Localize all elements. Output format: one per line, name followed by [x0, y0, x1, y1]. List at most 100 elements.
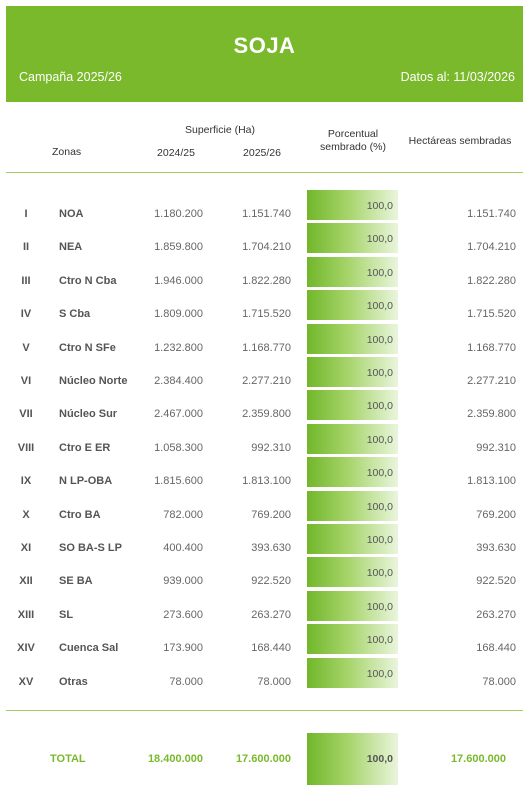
zone-number: XI: [20, 542, 32, 554]
percent-value: 100,0: [366, 634, 393, 647]
surface-2024-25: 1.946.000: [154, 274, 203, 287]
percent-cell: 100,0: [307, 390, 398, 421]
zone-number: V: [22, 341, 30, 354]
surface-2024-25: 1.815.600: [154, 475, 203, 488]
page-title: SOJA: [233, 33, 296, 58]
zone-name: SL: [59, 608, 74, 621]
table-row: XII SE BA 939.000 922.520 100,0 922.520: [0, 557, 530, 590]
percent-value: 100,0: [366, 433, 393, 446]
surface-2025-26: 1.822.280: [242, 274, 291, 287]
col-year1-header: 2024/25: [157, 147, 195, 159]
zone-name: Núcleo Norte: [59, 375, 128, 387]
zone-number: XIV: [17, 642, 35, 655]
zone-name: Ctro N SFe: [59, 341, 116, 354]
surface-2025-26: 1.813.100: [242, 475, 291, 488]
percent-cell: 100,0: [307, 223, 398, 254]
zone-name: Ctro E ER: [59, 441, 111, 454]
campaign-label: Campaña 2025/26: [19, 70, 122, 84]
hectares-sown: 769.200: [476, 508, 516, 521]
hectares-sown: 393.630: [476, 542, 516, 554]
zone-name: NOA: [59, 208, 84, 220]
table-row: I NOA 1.180.200 1.151.740 100,0 1.151.740: [0, 190, 530, 223]
zone-number: III: [21, 274, 31, 287]
total-2025-26: 17.600.000: [235, 753, 291, 765]
surface-2024-25: 273.600: [163, 608, 203, 621]
surface-2025-26: 992.310: [251, 441, 291, 454]
table-row: III Ctro N Cba 1.946.000 1.822.280 100,0 1.82…: [0, 256, 530, 290]
percent-cell: 100,0: [307, 657, 398, 688]
surface-2025-26: 2.359.800: [242, 408, 291, 421]
percent-cell: 100,0: [307, 590, 398, 621]
zone-name: Ctro BA: [59, 508, 101, 521]
hectares-sown: 1.151.740: [467, 208, 516, 220]
surface-2025-26: 1.168.770: [242, 341, 291, 354]
surface-2024-25: 1.058.300: [154, 441, 203, 454]
zone-number: IV: [20, 308, 32, 321]
total-percent-cell: 100,0: [307, 733, 398, 785]
col-percent-header-line2: sembrado (%): [320, 141, 386, 153]
percent-cell: 100,0: [307, 323, 398, 354]
surface-2024-25: 939.000: [163, 575, 203, 588]
surface-2025-26: 78.000: [257, 675, 291, 688]
surface-2024-25: 2.384.400: [154, 375, 203, 387]
percent-value: 100,0: [366, 667, 393, 680]
zone-number: XII: [19, 575, 33, 588]
surface-2024-25: 400.400: [163, 542, 203, 554]
percent-value: 100,0: [366, 600, 393, 613]
total-row: TOTAL 18.400.000 17.600.000 100,0 17.600…: [0, 733, 530, 785]
table-row: XV Otras 78.000 78.000 100,0 78.000: [0, 657, 530, 691]
zone-name: Otras: [59, 675, 88, 688]
zone-name: Ctro N Cba: [59, 274, 117, 287]
zone-number: IX: [20, 475, 32, 488]
zone-number: XV: [18, 675, 34, 688]
col-hectares-header: Hectáreas sembradas: [408, 135, 512, 147]
hectares-sown: 78.000: [482, 675, 516, 688]
surface-2024-25: 1.232.800: [154, 341, 203, 354]
percent-value: 100,0: [366, 400, 393, 413]
zone-number: VI: [20, 375, 32, 387]
percent-cell: 100,0: [307, 557, 398, 588]
percent-value: 100,0: [366, 333, 393, 346]
percent-cell: 100,0: [307, 256, 398, 287]
zone-name: SO BA-S LP: [59, 542, 122, 554]
surface-2024-25: 1.809.000: [154, 308, 203, 321]
percent-value: 100,0: [366, 367, 393, 379]
percent-value: 100,0: [366, 300, 393, 313]
surface-2025-26: 263.270: [251, 608, 291, 621]
table-row: XI SO BA-S LP 400.400 393.630 100,0 393.630: [0, 524, 530, 557]
percent-value: 100,0: [366, 233, 393, 246]
zone-number: II: [22, 241, 30, 254]
percent-cell: 100,0: [307, 524, 398, 554]
total-label: TOTAL: [50, 753, 86, 765]
table-row: V Ctro N SFe 1.232.800 1.168.770 100,0 1.168.…: [0, 323, 530, 357]
zone-number: XIII: [17, 608, 35, 621]
hectares-sown: 1.813.100: [467, 475, 516, 488]
hectares-sown: 2.359.800: [467, 408, 516, 421]
percent-value: 100,0: [366, 266, 393, 279]
percent-cell: 100,0: [307, 457, 398, 488]
surface-2024-25: 2.467.000: [154, 408, 203, 421]
surface-2025-26: 168.440: [251, 642, 291, 655]
col-zones-header: Zonas: [52, 146, 82, 158]
zone-number: X: [22, 508, 30, 521]
hectares-sown: 168.440: [476, 642, 516, 655]
zone-number: I: [24, 208, 28, 220]
surface-2025-26: 1.715.520: [242, 308, 291, 321]
table-row: XIV Cuenca Sal 173.900 168.440 100,0 168.440: [0, 624, 530, 657]
table-row: II NEA 1.859.800 1.704.210 100,0 1.704.210: [0, 223, 530, 256]
surface-2024-25: 78.000: [169, 675, 203, 688]
surface-2025-26: 2.277.210: [242, 375, 291, 387]
table-row: VII Núcleo Sur 2.467.000 2.359.800 100,0 2.35…: [0, 390, 530, 423]
table-row: X Ctro BA 782.000 769.200 100,0 769.200: [0, 490, 530, 524]
zone-name: N LP-OBA: [59, 475, 113, 488]
total-hectares: 17.600.000: [450, 753, 506, 765]
zone-number: VIII: [17, 441, 35, 454]
total-2024-25: 18.400.000: [147, 753, 203, 765]
surface-2025-26: 393.630: [251, 542, 291, 554]
col-percent-header: Porcentual sembrado (%): [303, 128, 403, 154]
zone-name: S Cba: [59, 308, 91, 321]
percent-value: 100,0: [366, 534, 393, 546]
hectares-sown: 1.822.280: [467, 274, 516, 287]
percent-cell: 100,0: [307, 357, 398, 387]
zone-name: Núcleo Sur: [59, 408, 118, 421]
